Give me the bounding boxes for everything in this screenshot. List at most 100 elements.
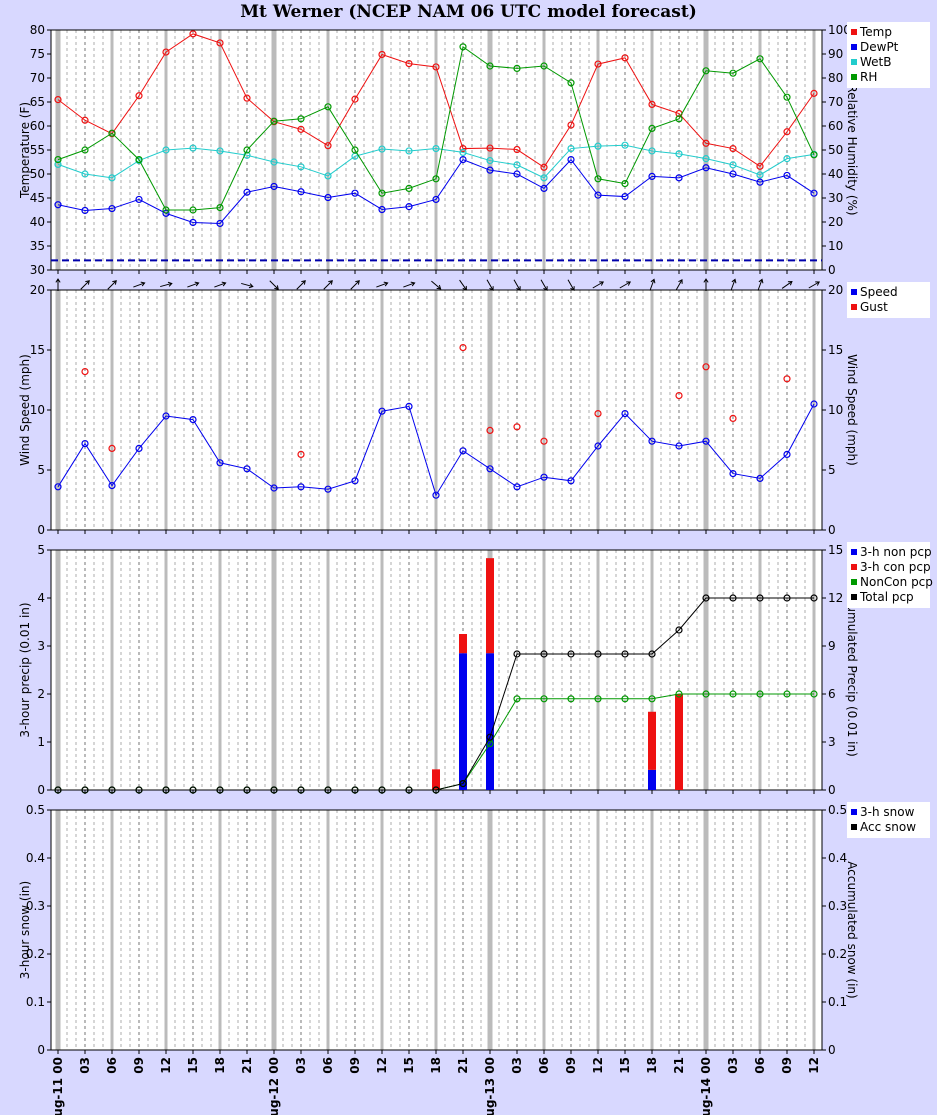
wind-arrow-shaft [133,282,145,288]
data-point [810,594,818,602]
data-point [783,690,791,698]
x-tick-label: 12 [807,1057,821,1074]
wind-arrow-shaft [214,282,226,288]
wind-arrow-shaft [540,279,548,291]
wind-arrow-head [167,281,173,287]
wind-arrow [323,280,333,290]
wind-arrow [376,281,389,288]
data-point [729,690,737,698]
x-tick-label: 15 [618,1057,632,1074]
data-point [702,363,710,371]
legend-swatch [851,59,857,65]
legend-box [847,282,930,318]
data-point [675,174,683,182]
wind-arrow [486,279,494,292]
x-tick-label: Aug-14 00 [699,1057,713,1115]
data-point [486,144,494,152]
data-point [297,163,305,171]
y-tick-label: 0 [37,783,45,797]
legend-box [847,802,930,838]
legend-label: 3-h non pcp [860,545,932,559]
data-point [351,95,359,103]
y-tick-label: 0.1 [26,995,45,1009]
wind-arrow-shaft [431,280,441,290]
data-point [486,166,494,174]
data-point [432,144,440,153]
data-point [540,650,548,658]
y-axis-precip: 0 1 2 3 4 5 [37,543,51,797]
data-point [567,121,575,129]
legend-box [847,22,930,88]
data-point [54,483,62,491]
data-point [459,779,467,788]
data-point [621,650,629,658]
data-point [702,437,710,445]
data-point [405,786,413,794]
y-tick-label: 45 [30,191,45,205]
data-point [216,219,224,228]
wind-arrow-head [758,278,764,284]
wind-arrow-shaft [107,280,117,290]
y-axis-label: Wind Speed (mph) [18,354,32,466]
wind-arrow-shaft [269,280,279,290]
data-point [459,43,467,51]
y2-tick-label: 0.5 [828,803,847,817]
wind-arrow-shaft [376,282,388,288]
series-line [57,33,815,168]
panel-4 [50,809,823,1054]
x-tick-label: 12 [375,1057,389,1074]
data-point [540,184,548,192]
data-point [594,191,602,199]
wind-arrow-head [599,281,605,286]
x-tick-label: 18 [429,1057,443,1074]
y-axis-label: 3-hour snow (in) [18,881,32,979]
y2-tick-label: 15 [828,543,843,557]
wind-arrow-shaft [513,279,521,291]
precip-bars [432,558,683,790]
data-point [378,407,386,415]
y-tick-label: 55 [30,143,45,157]
wind-arrow-head [301,280,306,285]
data-point [459,148,467,156]
panel-3 [50,549,823,794]
y-tick-label: 1 [37,735,45,749]
wind-arrow-head [462,285,467,291]
y2-tick-label: 15 [828,343,843,357]
data-point [432,195,440,204]
bar-non-pcp [486,653,494,790]
y2-tick-label: 5 [828,463,836,477]
data-point [135,156,143,164]
data-point [405,402,413,410]
y-axis-snow: 0 0.1 0.2 0.3 0.4 0.5 [26,803,51,1057]
data-point [675,626,683,634]
data-point [378,205,386,214]
data-point [540,473,548,481]
x-tick-label: 21 [456,1057,470,1074]
legend-label: Gust [860,300,888,314]
wind-arrow-shaft [459,279,467,291]
y2-tick-label: 0.4 [828,851,847,865]
wind-arrow [133,281,146,288]
data-point [189,206,197,214]
x-tick-label: 03 [78,1057,92,1074]
wind-arrow [80,280,90,290]
y2-tick-label: 80 [828,71,843,85]
data-point [810,690,818,698]
series-line [57,158,815,224]
wind-arrow-shaft [649,279,655,291]
wind-arrow-shaft [486,279,494,291]
y2-axis-label: Accumulated snow (in) [845,861,859,998]
legend-swatch [851,74,857,80]
legend-swatch [851,29,857,35]
data-point [405,203,413,211]
data-point [675,392,683,400]
data-point [162,146,170,154]
y2-axis-label: Accumulated Precip (0.01 in) [845,583,859,757]
y-tick-label: 0.3 [26,899,45,913]
data-point [702,155,710,163]
data-point [216,204,224,212]
legend-label: Total pcp [859,590,914,604]
x-tick-label: 03 [510,1057,524,1074]
